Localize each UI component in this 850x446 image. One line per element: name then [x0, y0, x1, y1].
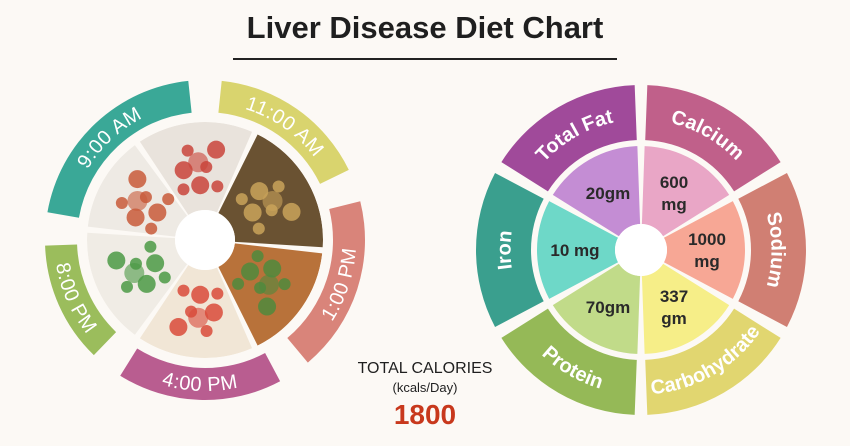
nutrient-value-label: 20gm	[586, 184, 630, 203]
nutrient-value-label: mg	[661, 195, 687, 214]
nutrient-ring-segment	[501, 308, 637, 415]
title-underline	[233, 58, 617, 60]
nutrient-wheel: Calcium600mgSodium1000mgCarbohydrate337g…	[475, 85, 806, 415]
total-calories-label: TOTAL CALORIES	[357, 360, 493, 377]
nutrient-ring-segment	[645, 85, 781, 192]
nutrient-value-label: mg	[694, 252, 720, 271]
nutrient-value-label: 600	[660, 173, 688, 192]
nutrient-value-wedge	[552, 146, 641, 237]
nutrient-ring-segment	[501, 85, 637, 192]
nutrient-value-wedge	[641, 146, 730, 237]
nutrient-ring-segment	[645, 308, 781, 415]
nutrient-value-wedge	[552, 263, 641, 354]
meal-time-segment	[120, 348, 281, 400]
nutrient-value-label: 10 mg	[550, 241, 599, 260]
nutrient-value-wedge	[641, 263, 730, 354]
food-photo-ring	[87, 122, 323, 358]
nutrient-value-label: 1000	[688, 230, 726, 249]
page-title: Liver Disease Diet Chart	[246, 10, 604, 45]
total-calories-unit: (kcals/Day)	[392, 380, 458, 395]
plate-center	[175, 210, 235, 270]
meal-time-segment	[45, 244, 117, 356]
nutrient-value-label: 337	[660, 287, 688, 306]
nutrient-ring-segment	[475, 173, 544, 327]
meal-time-segment	[287, 201, 365, 363]
nutrient-value-wedge	[663, 201, 745, 299]
nutrient-value-wedge	[537, 201, 619, 299]
meal-time-segment	[47, 80, 192, 218]
nutrient-center	[615, 224, 667, 276]
nutrient-value-label: 70gm	[586, 298, 630, 317]
nutrient-value-label: gm	[661, 309, 687, 328]
total-calories-value: 1800	[393, 399, 457, 430]
meal-time-segment	[218, 80, 349, 184]
meal-schedule-wheel: 9:00 AM 11:00 AM1:00 PM4:00 PM8:00 PM	[45, 80, 365, 400]
nutrient-name-label: Iron	[493, 229, 516, 270]
nutrient-ring-segment	[738, 173, 806, 327]
